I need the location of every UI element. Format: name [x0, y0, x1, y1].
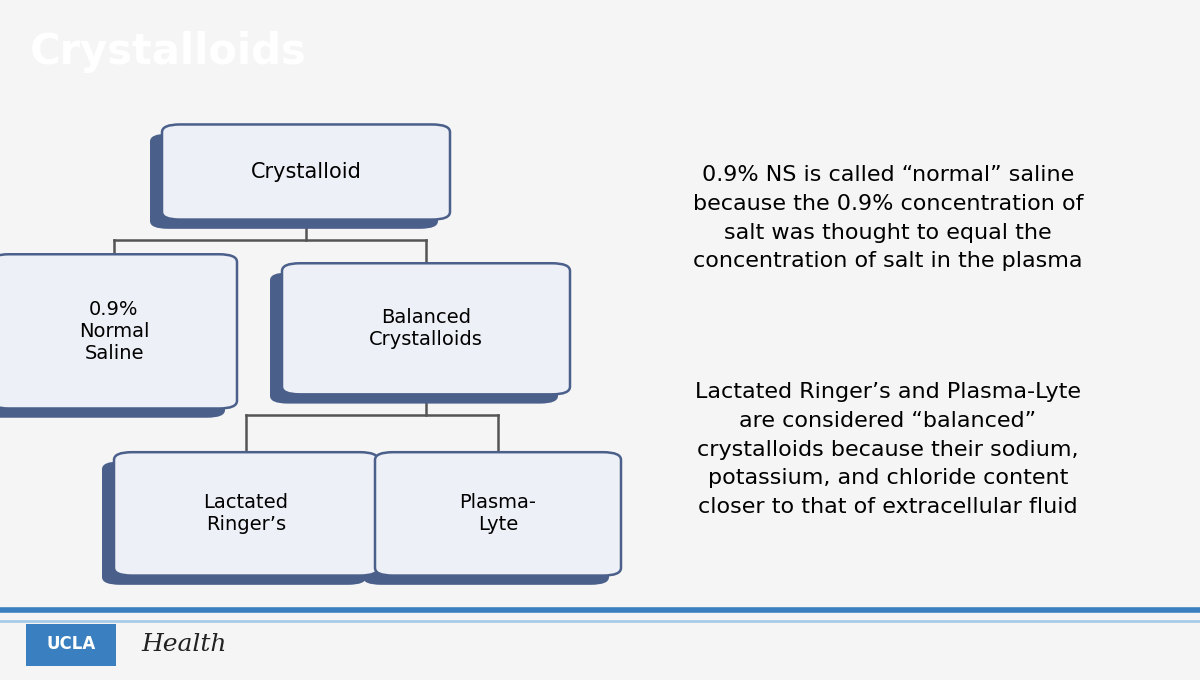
FancyBboxPatch shape	[150, 134, 438, 228]
Text: Plasma-
Lyte: Plasma- Lyte	[460, 494, 536, 534]
Text: Crystalloid: Crystalloid	[251, 162, 361, 182]
FancyBboxPatch shape	[0, 254, 238, 409]
Text: Crystalloids: Crystalloids	[30, 31, 307, 73]
FancyBboxPatch shape	[114, 452, 378, 575]
Text: Balanced
Crystalloids: Balanced Crystalloids	[370, 308, 482, 350]
Text: Health: Health	[142, 632, 227, 656]
FancyBboxPatch shape	[374, 452, 622, 575]
Text: Lactated
Ringer’s: Lactated Ringer’s	[204, 494, 288, 534]
FancyBboxPatch shape	[162, 124, 450, 220]
Text: 0.9%
Normal
Saline: 0.9% Normal Saline	[79, 300, 149, 363]
FancyBboxPatch shape	[364, 462, 608, 585]
FancyBboxPatch shape	[282, 263, 570, 394]
FancyBboxPatch shape	[102, 462, 366, 585]
FancyBboxPatch shape	[26, 624, 116, 666]
FancyBboxPatch shape	[270, 273, 558, 404]
FancyBboxPatch shape	[0, 264, 226, 418]
Text: 0.9% NS is called “normal” saline
because the 0.9% concentration of
salt was tho: 0.9% NS is called “normal” saline becaus…	[692, 165, 1084, 271]
Text: Lactated Ringer’s and Plasma-Lyte
are considered “balanced”
crystalloids because: Lactated Ringer’s and Plasma-Lyte are co…	[695, 382, 1081, 517]
Text: UCLA: UCLA	[46, 635, 96, 653]
